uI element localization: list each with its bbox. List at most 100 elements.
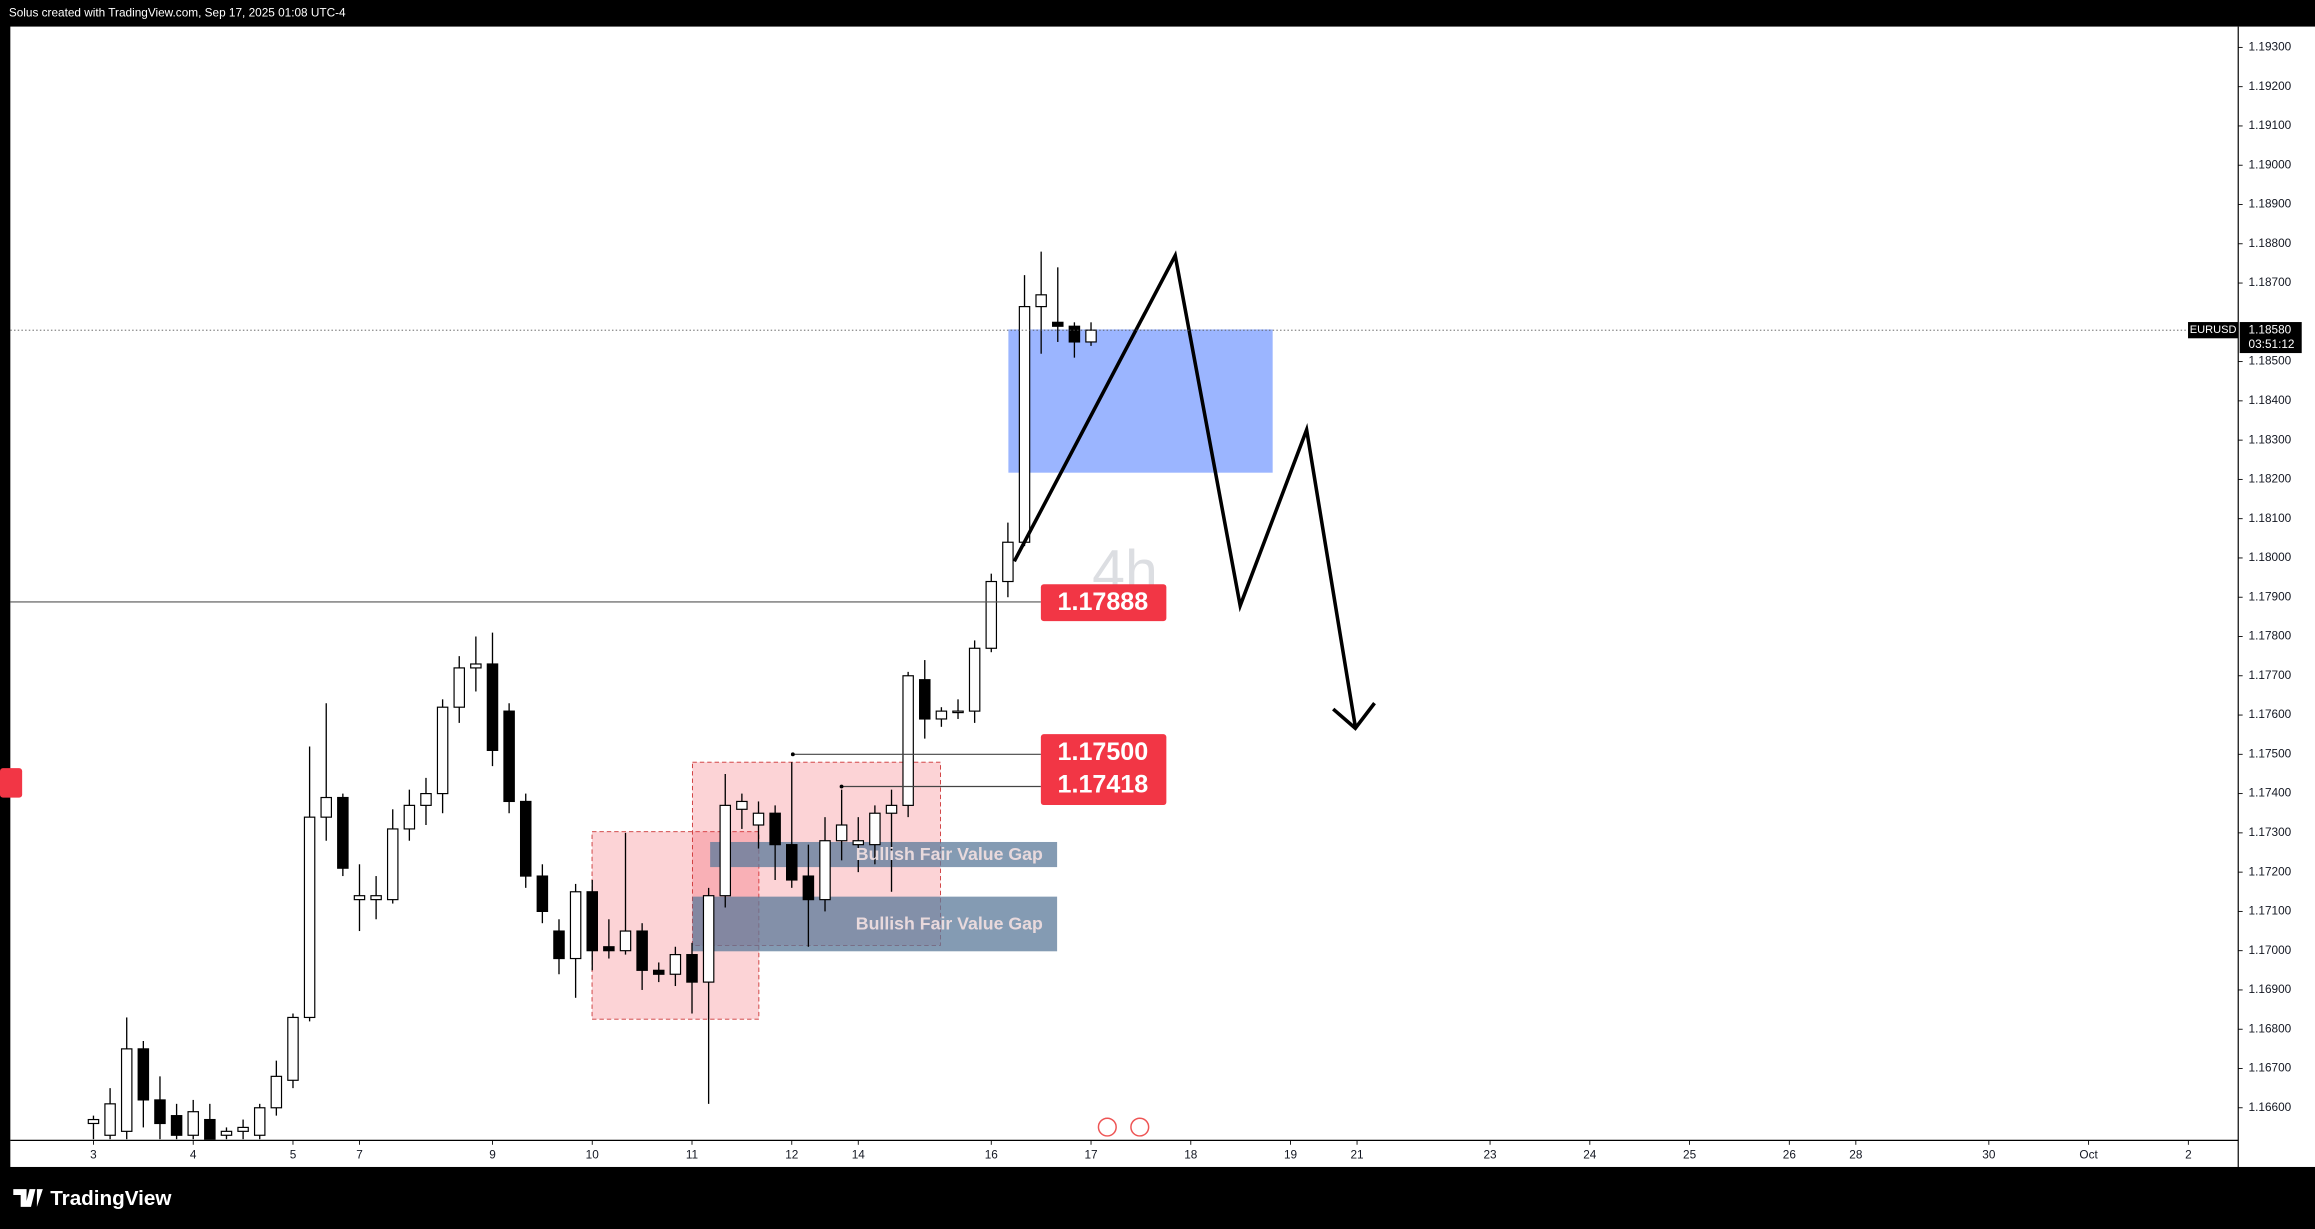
candle-body	[1018, 306, 1031, 543]
x-tick-label: 18	[1184, 1147, 1198, 1161]
y-tick-label: 1.19300	[2249, 40, 2292, 54]
candle-body	[769, 812, 781, 846]
candle-body	[436, 706, 449, 795]
x-tick-label: 3	[90, 1147, 97, 1161]
candle-body	[819, 840, 831, 901]
candle-body	[154, 1099, 166, 1125]
x-tick-label: Oct	[2079, 1147, 2098, 1161]
zones	[591, 329, 1273, 1020]
current-price-box	[2239, 322, 2302, 354]
candle-body	[586, 891, 599, 952]
y-tick-label: 1.16800	[2249, 1021, 2292, 1035]
candle-body	[636, 930, 648, 971]
candle-body	[669, 954, 682, 975]
x-tick-label: 28	[1849, 1147, 1863, 1161]
candle-body	[1002, 541, 1014, 583]
candle-body	[503, 710, 515, 803]
x-tick-label: 25	[1683, 1147, 1697, 1161]
candle-body	[553, 930, 565, 960]
y-tick-label: 1.18900	[2249, 197, 2292, 211]
x-tick-label: 5	[290, 1147, 297, 1161]
candle-body	[802, 875, 815, 901]
y-tick-label: 1.16900	[2249, 982, 2292, 996]
y-tick-label: 1.19100	[2249, 118, 2292, 132]
y-tick-label: 1.18200	[2249, 472, 2292, 486]
candle-body	[686, 954, 698, 983]
candle-body	[869, 812, 881, 846]
candle-body	[985, 580, 998, 649]
y-tick-label: 1.17400	[2249, 786, 2292, 800]
candle-body	[120, 1048, 133, 1132]
candle-body	[1085, 329, 1097, 343]
candle-body	[270, 1075, 283, 1109]
symbol-box	[2188, 322, 2239, 339]
y-tick-label: 1.17300	[2249, 825, 2292, 839]
x-tick-label: 23	[1483, 1147, 1497, 1161]
y-tick-label: 1.18000	[2249, 550, 2292, 564]
event-icon	[1097, 1117, 1117, 1137]
candle-body	[137, 1048, 150, 1101]
edge-marker	[0, 768, 23, 798]
candle-body	[919, 679, 931, 720]
candle-body	[453, 667, 465, 708]
candle-body	[569, 891, 582, 960]
x-tick-label: 2	[2185, 1147, 2192, 1161]
candle-body	[237, 1126, 249, 1132]
logo-icon	[13, 1189, 43, 1207]
y-tick-label: 1.18400	[2249, 393, 2292, 407]
candle-body	[104, 1103, 116, 1136]
candle-body	[403, 804, 416, 830]
candle-body	[736, 800, 748, 810]
candles	[87, 251, 1097, 1140]
fvg-label: Bullish Fair Value Gap	[856, 913, 1043, 933]
price-line-anchor	[790, 752, 795, 757]
candle-body	[536, 875, 549, 912]
y-tick-label: 1.18500	[2249, 354, 2292, 368]
candle-body	[786, 844, 798, 881]
candle-body	[952, 710, 964, 714]
candle-body	[935, 710, 948, 720]
candle-body	[370, 895, 382, 901]
supply-zone	[1008, 329, 1273, 473]
x-tick-label: 30	[1982, 1147, 1996, 1161]
y-tick-label: 1.17600	[2249, 707, 2292, 721]
fvg-box	[710, 841, 1058, 868]
y-tick-label: 1.17100	[2249, 904, 2292, 918]
candle-body	[852, 840, 865, 846]
header: Solus created with TradingView.com, Sep …	[9, 5, 346, 19]
candle-body	[337, 796, 349, 869]
y-tick-label: 1.16600	[2249, 1100, 2292, 1114]
fvg-label: Bullish Fair Value Gap	[856, 844, 1043, 864]
x-tick-label: 11	[686, 1147, 698, 1161]
candle-body	[619, 930, 632, 952]
candle-body	[87, 1118, 100, 1125]
y-tick-label: 1.19200	[2249, 79, 2292, 93]
price-label: 1.17418	[1058, 770, 1149, 798]
candle-body	[835, 824, 848, 842]
y-tick-label: 1.17900	[2249, 589, 2292, 603]
y-tick-label: 1.17000	[2249, 943, 2292, 957]
x-tick-label: 17	[1084, 1147, 1097, 1161]
candle-body	[253, 1107, 266, 1136]
x-tick-label: 14	[852, 1147, 866, 1161]
candle-body	[320, 796, 332, 818]
event-icon	[1130, 1117, 1150, 1137]
candle-body	[702, 895, 715, 983]
x-tick-label: 4	[190, 1147, 197, 1161]
price-label-box	[1040, 734, 1167, 806]
x-tick-label: 10	[586, 1147, 600, 1161]
y-tick-label: 1.18100	[2249, 511, 2292, 525]
y-tick-label: 1.16700	[2249, 1061, 2292, 1075]
candle-body	[486, 663, 499, 751]
y-tick-label: 1.19000	[2249, 157, 2292, 171]
x-tick-label: 19	[1284, 1147, 1297, 1161]
candle-body	[287, 1016, 299, 1081]
x-tick-label: 12	[785, 1147, 798, 1161]
x-tick-label: 16	[985, 1147, 999, 1161]
candle-body	[1068, 325, 1081, 343]
y-tick-label: 1.18800	[2249, 236, 2292, 250]
x-tick-label: 26	[1783, 1147, 1797, 1161]
countdown-label: 03:51:12	[2249, 337, 2295, 351]
candle-body	[752, 812, 765, 826]
